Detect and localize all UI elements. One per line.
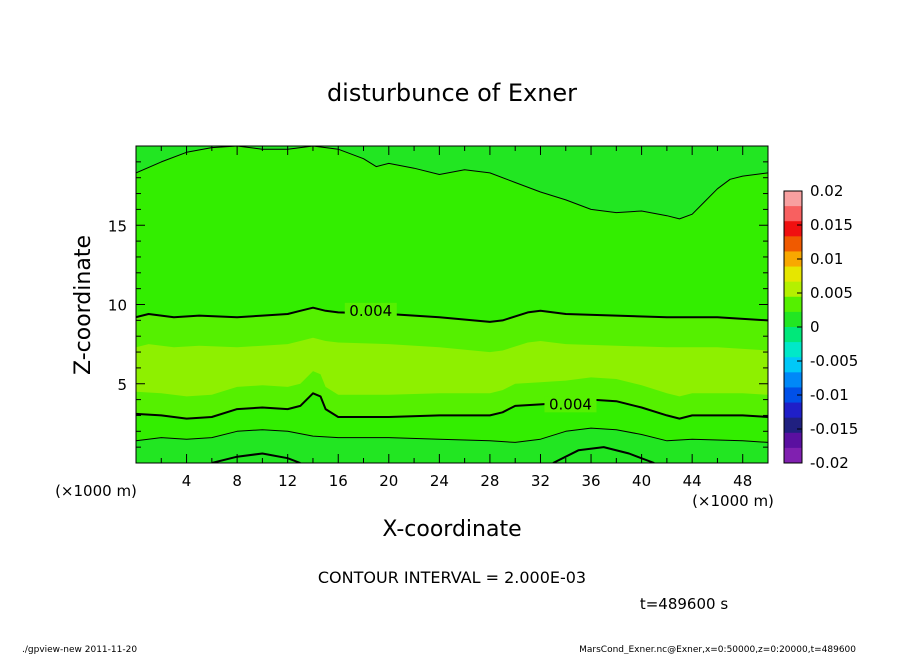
footer-right: MarsCond_Exner.nc@Exner,x=0:50000,z=0:20…: [579, 645, 856, 654]
x-axis-label: X-coordinate: [382, 517, 521, 542]
filled-contour-bands: [136, 146, 768, 463]
contour-label-0: 0.004: [349, 302, 392, 320]
colorbar-swatch: [784, 311, 802, 328]
colorbar-tick-label: 0.02: [810, 182, 843, 200]
x-tick-label: 48: [733, 472, 752, 490]
colorbar-tick-label: 0: [810, 318, 820, 336]
footer-left: ./gpview-new 2011-11-20: [22, 645, 137, 654]
contour-line-3: [136, 427, 768, 443]
band-core: [136, 337, 768, 397]
colorbar-swatch: [784, 251, 802, 268]
colorbar-swatch: [784, 417, 802, 434]
x-tick-label: 44: [683, 472, 702, 490]
contour-label-1: 0.004: [549, 395, 592, 413]
colorbar-tick-label: -0.005: [810, 352, 858, 370]
y-tick-label: 15: [108, 217, 127, 235]
colorbar-tick-label: 0.005: [810, 284, 853, 302]
x-tick-label: 16: [329, 472, 348, 490]
colorbar-tick-label: -0.015: [810, 420, 858, 438]
colorbar-swatch: [784, 387, 802, 404]
x-tick-label: 24: [430, 472, 449, 490]
band-top: [136, 146, 768, 219]
contour-line-2: [136, 392, 768, 420]
contour-line-5: [552, 446, 655, 463]
colorbar-swatch: [784, 191, 802, 207]
colorbar-swatch: [784, 327, 802, 343]
band-bottom: [136, 428, 768, 463]
x-unit-right: (×1000 m): [692, 492, 774, 510]
contour-labels: 0.004 0.004: [344, 302, 597, 413]
time-text: t=489600 s: [640, 595, 728, 613]
colorbar-swatch: [784, 266, 802, 283]
colorbar-swatch: [784, 236, 802, 252]
y-tick-label: 5: [117, 376, 127, 394]
colorbar-tick-label: -0.02: [810, 454, 849, 472]
y-tick-label: 10: [108, 297, 127, 315]
colorbar-swatch: [784, 296, 802, 313]
colorbar-swatch: [784, 342, 802, 358]
x-tick-label: 40: [632, 472, 651, 490]
x-tick-label: 4: [182, 472, 192, 490]
contour-label-bg: [344, 302, 397, 319]
colorbar-swatch: [784, 402, 802, 419]
x-tick-label: 32: [531, 472, 550, 490]
colorbar-swatch: [784, 221, 802, 237]
colorbar-tick-label: -0.01: [810, 386, 849, 404]
contour-line-0: [136, 146, 768, 220]
colorbar-swatch: [784, 206, 802, 222]
contour-interval-text: CONTOUR INTERVAL = 2.000E-03: [318, 568, 586, 587]
colorbar-swatch: [784, 447, 802, 464]
colorbar-swatch: [784, 357, 802, 373]
x-tick-label: 36: [581, 472, 600, 490]
contour-label-bg: [544, 396, 597, 413]
colorbar-tick-label: 0.015: [810, 216, 853, 234]
x-tick-label: 8: [232, 472, 242, 490]
contour-line-4: [211, 452, 301, 463]
colorbar-swatch: [784, 281, 802, 298]
chart-title: disturbunce of Exner: [327, 79, 577, 107]
x-tick-label: 28: [480, 472, 499, 490]
x-tick-label: 12: [278, 472, 297, 490]
colorbar-swatch: [784, 372, 802, 388]
x-unit-left: (×1000 m): [55, 482, 137, 500]
colorbar-tick-label: 0.01: [810, 250, 843, 268]
x-tick-label: 20: [379, 472, 398, 490]
colorbar-swatch: [784, 432, 802, 449]
colorbar: 0.02 0.015 0.01 0.005 0 -0.005 -0.01 -0.015 -0.0…: [783, 182, 858, 472]
y-axis-label: Z-coordinate: [71, 235, 96, 375]
